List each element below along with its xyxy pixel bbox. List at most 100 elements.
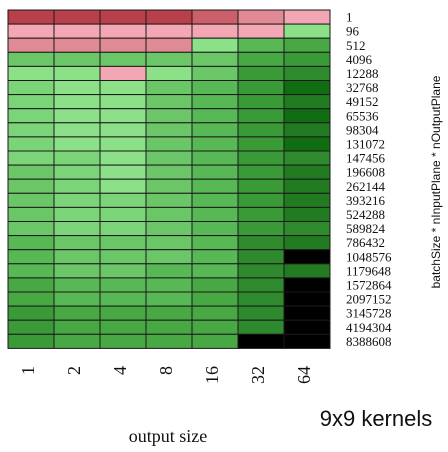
heatmap-cell [283,263,331,279]
heatmap-cell [53,291,101,307]
heatmap-cell [283,277,331,293]
heatmap-cell [237,108,285,124]
heatmap-cell [99,108,147,124]
heatmap-cell [283,136,331,152]
y-tick-label: 786432 [346,235,385,250]
heatmap-cell [53,164,101,180]
heatmap-cell [99,9,147,25]
heatmap-cell [283,65,331,82]
heatmap-cell [7,221,55,237]
heatmap-cells [7,9,331,349]
y-tick-label: 393216 [346,193,386,208]
heatmap-cell [283,37,331,53]
y-tick-label: 1048576 [346,249,392,264]
heatmap-cell [99,65,147,82]
heatmap-cell [145,164,193,180]
heatmap-cell [99,37,147,53]
heatmap-cell [53,9,101,25]
heatmap-cell [53,80,101,96]
heatmap-cell [191,235,239,251]
heatmap-cell [191,192,239,208]
heatmap-cell [145,150,193,166]
heatmap-cell [237,23,285,39]
heatmap-cell [145,9,193,25]
heatmap-cell [237,122,285,138]
heatmap-cell [237,150,285,166]
y-tick-label: 8388608 [346,334,392,349]
heatmap-cell [99,80,147,96]
heatmap-cell [7,178,55,194]
heatmap-cell [7,333,55,349]
heatmap-cell [145,192,193,208]
y-tick-label: 1179648 [346,263,391,278]
heatmap-cell [53,94,101,110]
heatmap-cell [53,150,101,166]
heatmap-cell [191,136,239,152]
heatmap-cell [53,37,101,53]
heatmap-cell [145,333,193,349]
heatmap-cell [191,333,239,349]
heatmap-cell [191,94,239,110]
heatmap-cell [237,249,285,265]
y-tick-label: 96 [346,24,360,39]
heatmap-cell [53,305,101,321]
heatmap-cell [53,51,101,67]
heatmap-cell [7,192,55,208]
heatmap-cell [53,206,101,222]
heatmap-cell [7,51,55,67]
y-tick-label: 3145728 [346,306,392,321]
heatmap-cell [7,122,55,138]
heatmap-cell [191,150,239,166]
heatmap-cell [191,221,239,237]
heatmap-cell [53,319,101,335]
heatmap-cell [145,277,193,293]
heatmap-cell [191,164,239,180]
heatmap-cell [7,305,55,321]
heatmap-cell [283,249,331,265]
heatmap-cell [191,206,239,222]
heatmap-cell [145,291,193,307]
y-tick-label: 524288 [346,207,385,222]
y-tick-label: 49152 [346,94,379,109]
heatmap-cell [7,277,55,293]
heatmap-cell [191,51,239,67]
heatmap-cell [237,51,285,67]
heatmap-cell [237,94,285,110]
x-tick-label: 4 [110,366,130,375]
heatmap-cell [237,65,285,82]
heatmap-cell [53,136,101,152]
heatmap-cell [145,319,193,335]
y-tick-label: 589824 [346,221,386,236]
y-tick-label: 4096 [346,52,373,67]
heatmap-cell [283,108,331,124]
y-tick-label: 4194304 [346,320,392,335]
heatmap-cell [237,164,285,180]
heatmap-cell [237,221,285,237]
heatmap-cell [191,277,239,293]
heatmap-cell [7,23,55,39]
y-tick-label: 1572864 [346,277,392,292]
heatmap-cell [99,319,147,335]
heatmap-cell [283,164,331,180]
heatmap-cell [7,291,55,307]
heatmap-cell [283,291,331,307]
y-tick-label: 262144 [346,179,386,194]
heatmap-cell [99,23,147,39]
heatmap-cell [191,263,239,279]
heatmap-cell [145,37,193,53]
heatmap-cell [191,122,239,138]
heatmap-cell [191,80,239,96]
heatmap-cell [7,94,55,110]
x-tick-label: 32 [248,366,268,384]
heatmap-cell [145,51,193,67]
heatmap-cell [283,23,331,39]
heatmap-cell [53,249,101,265]
heatmap-cell [145,122,193,138]
heatmap-cell [53,263,101,279]
heatmap-cell [191,249,239,265]
heatmap-cell [99,291,147,307]
heatmap-cell [53,65,101,82]
y-tick-label: 147456 [346,151,386,166]
heatmap-cell [145,108,193,124]
